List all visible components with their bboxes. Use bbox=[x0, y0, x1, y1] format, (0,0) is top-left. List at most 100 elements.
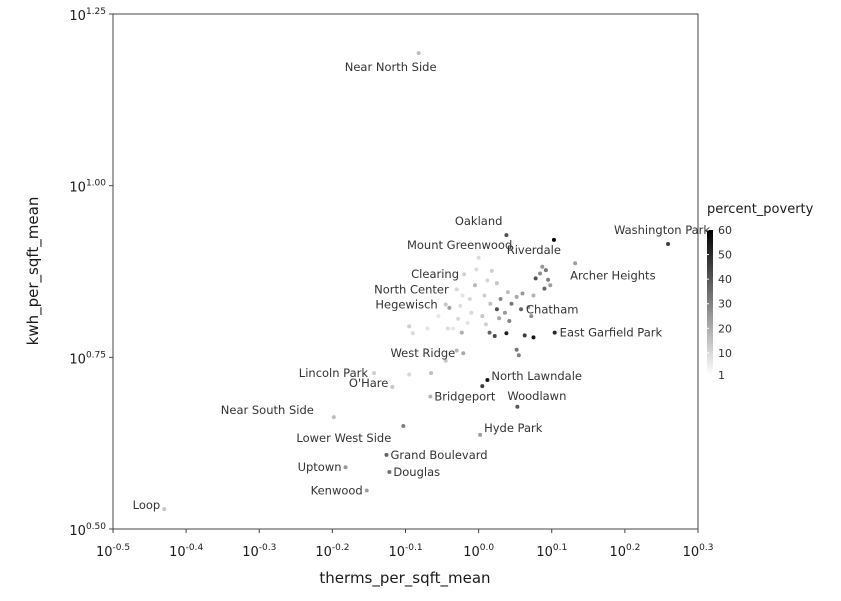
legend-tick-label: 50 bbox=[718, 249, 732, 262]
point-label: Uptown bbox=[298, 460, 342, 474]
data-point bbox=[485, 278, 490, 283]
data-point bbox=[531, 335, 536, 340]
data-point bbox=[515, 404, 520, 409]
data-point bbox=[474, 267, 479, 272]
legend-colorbar bbox=[707, 230, 713, 375]
point-label: Clearing bbox=[411, 267, 459, 281]
data-point bbox=[492, 334, 497, 339]
data-point bbox=[504, 233, 509, 238]
point-labels: Near North Side Oakland Washington Park Riv… bbox=[133, 60, 711, 512]
data-point bbox=[451, 326, 456, 331]
data-point bbox=[489, 268, 494, 273]
data-point bbox=[384, 452, 389, 457]
point-label: Near North Side bbox=[345, 60, 437, 74]
data-point bbox=[443, 358, 448, 363]
legend-tick-label: 60 bbox=[718, 224, 732, 237]
point-label: West Ridge bbox=[390, 346, 455, 360]
data-point bbox=[390, 384, 395, 389]
plot-frame bbox=[112, 13, 699, 530]
data-point bbox=[573, 261, 578, 266]
point-label: Hegewisch bbox=[375, 297, 437, 311]
y-tick-label: 100.50 bbox=[69, 522, 106, 539]
data-point bbox=[487, 330, 492, 335]
point-label: Grand Boulevard bbox=[390, 448, 487, 462]
x-tick-label: 100.3 bbox=[683, 543, 714, 560]
data-point bbox=[416, 51, 421, 56]
point-label: North Lawndale bbox=[491, 369, 582, 383]
data-point bbox=[526, 305, 531, 310]
data-point bbox=[407, 324, 412, 329]
data-point bbox=[454, 348, 459, 353]
data-point bbox=[504, 331, 509, 336]
y-axis-ticks: 100.50 100.75 101.00 101.25 bbox=[69, 7, 113, 539]
data-point bbox=[480, 314, 485, 319]
data-point bbox=[401, 424, 406, 428]
data-point bbox=[502, 310, 507, 315]
data-point bbox=[494, 307, 499, 312]
data-point bbox=[482, 293, 487, 298]
data-point bbox=[343, 465, 348, 470]
data-point bbox=[529, 314, 534, 319]
x-tick-label: 10-0.3 bbox=[242, 543, 276, 560]
data-point bbox=[666, 242, 671, 247]
data-point bbox=[461, 351, 466, 356]
data-point bbox=[476, 255, 481, 260]
data-point bbox=[507, 318, 512, 323]
data-point bbox=[552, 330, 557, 335]
legend-tick-label: 1 bbox=[718, 369, 725, 382]
point-label: Washington Park bbox=[614, 223, 710, 237]
data-point bbox=[407, 372, 412, 377]
data-point bbox=[531, 293, 536, 298]
data-point bbox=[454, 287, 459, 292]
point-label: O'Hare bbox=[349, 376, 388, 390]
legend-ticks: 60 50 40 30 20 10 1 bbox=[707, 224, 732, 382]
point-label: Douglas bbox=[393, 465, 440, 479]
point-label: Chatham bbox=[526, 302, 578, 316]
data-point bbox=[472, 283, 477, 288]
data-point bbox=[509, 301, 514, 306]
data-point bbox=[364, 488, 369, 493]
point-label: Woodlawn bbox=[507, 389, 566, 403]
point-label: Kenwood bbox=[311, 484, 363, 498]
data-point bbox=[460, 293, 465, 298]
data-point bbox=[459, 330, 464, 335]
data-point bbox=[456, 316, 461, 321]
point-label: Lincoln Park bbox=[299, 366, 369, 380]
data-point bbox=[458, 303, 463, 308]
legend-tick-label: 20 bbox=[718, 322, 732, 335]
legend-tick-label: 10 bbox=[718, 347, 732, 360]
data-point bbox=[519, 307, 524, 312]
x-tick-label: 10-0.5 bbox=[96, 543, 130, 560]
x-tick-label: 10-0.2 bbox=[315, 543, 349, 560]
x-tick-label: 100.0 bbox=[463, 543, 494, 560]
x-tick-label: 10-0.4 bbox=[169, 543, 203, 560]
data-point bbox=[522, 333, 527, 338]
data-point bbox=[498, 296, 503, 301]
data-point bbox=[436, 314, 441, 319]
data-point bbox=[445, 326, 450, 331]
data-point bbox=[533, 276, 538, 281]
data-point bbox=[546, 277, 551, 282]
point-label: Mount Greenwood bbox=[407, 238, 512, 252]
x-axis-title: therms_per_sqft_mean bbox=[319, 569, 490, 588]
data-point bbox=[162, 507, 167, 512]
y-tick-label: 101.25 bbox=[69, 7, 106, 24]
point-label: East Garfield Park bbox=[560, 326, 663, 340]
data-point bbox=[516, 353, 521, 358]
point-label: Riverdale bbox=[507, 243, 561, 257]
data-point bbox=[478, 432, 483, 437]
color-legend: percent_poverty 60 50 40 30 20 10 1 bbox=[707, 202, 814, 382]
data-point bbox=[538, 271, 543, 276]
data-point bbox=[542, 286, 547, 291]
point-label: Near South Side bbox=[221, 403, 314, 417]
data-point bbox=[514, 347, 519, 352]
legend-tick-label: 40 bbox=[718, 273, 732, 286]
data-point bbox=[543, 268, 548, 273]
data-point bbox=[469, 310, 474, 315]
point-label: Archer Heights bbox=[570, 268, 655, 282]
data-point bbox=[447, 305, 452, 310]
data-point bbox=[480, 384, 485, 389]
point-label: Bridgeport bbox=[434, 389, 496, 403]
data-point bbox=[485, 377, 490, 382]
x-tick-label: 100.2 bbox=[609, 543, 640, 560]
